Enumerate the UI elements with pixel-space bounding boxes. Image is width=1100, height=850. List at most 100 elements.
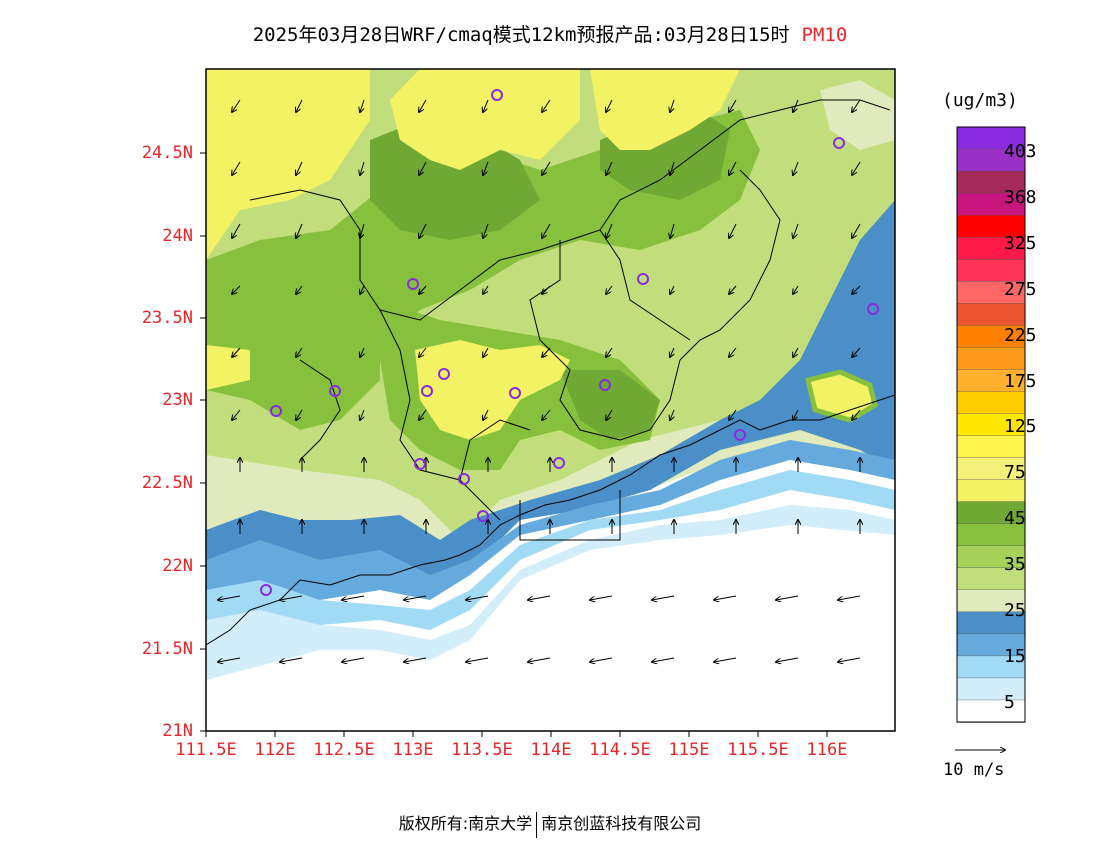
lat-label-1: 24.5N: [141, 143, 193, 163]
wind-arrow: [280, 657, 303, 662]
wind-arrow: [360, 409, 364, 420]
wind-arrow: [360, 285, 364, 294]
wind-arrow: [670, 99, 675, 112]
wind-arrow: [483, 409, 489, 420]
wind-arrow: [483, 285, 489, 294]
lat-label-2: 24N: [162, 226, 193, 246]
station-marker: [599, 379, 611, 391]
wind-arrow: [852, 99, 861, 112]
title-variable: PM10: [801, 24, 848, 46]
colorbar-label-35: 35: [1004, 554, 1026, 575]
wind-arrow: [793, 285, 799, 294]
wind-arrow: [852, 347, 861, 357]
station-marker: [270, 405, 282, 417]
colorbar-label-45: 45: [1004, 508, 1026, 529]
wind-arrow: [232, 161, 241, 175]
wind-arrow: [232, 223, 241, 238]
wind-arrow: [342, 595, 365, 600]
wind-arrow: [729, 347, 737, 357]
wind-arrow: [542, 99, 551, 112]
wind-arrow: [466, 595, 489, 600]
wind-arrow: [590, 595, 613, 600]
station-marker: [491, 89, 503, 101]
lon-label-8: 115E: [668, 740, 710, 760]
wind-arrow: [296, 285, 303, 294]
title-text: 2025年03月28日WRF/cmaq模式12km预报产品:03月28日15时: [252, 24, 790, 46]
footer: 版权所有:南京大学 南京创蓝科技有限公司: [0, 810, 1100, 838]
wind-arrow: [360, 161, 365, 175]
wind-arrow: [652, 657, 675, 662]
wind-arrow: [670, 223, 675, 238]
wind-arrow: [542, 285, 551, 294]
colorbar-swatch: [956, 303, 1026, 327]
monitoring-stations: [260, 89, 879, 596]
station-marker: [637, 273, 649, 285]
wind-arrow: [606, 223, 613, 238]
lon-label-1: 111.5E: [175, 740, 237, 760]
station-marker: [867, 303, 879, 315]
wind-arrow: [360, 347, 364, 357]
wind-arrow: [714, 657, 737, 662]
wind-arrow: [232, 347, 241, 357]
wind-arrow: [606, 285, 613, 294]
station-marker: [421, 385, 433, 397]
colorbar-label-5: 5: [1004, 692, 1015, 713]
map-title: 2025年03月28日WRF/cmaq模式12km预报产品:03月28日15时 P…: [0, 20, 1100, 47]
wind-arrow: [296, 409, 303, 420]
station-marker: [833, 137, 845, 149]
wind-arrow: [793, 409, 799, 420]
wind-arrow: [419, 409, 427, 420]
wind-arrow: [852, 161, 861, 175]
axis-ticks: [200, 152, 828, 737]
colorbar-label-275: 275: [1004, 279, 1037, 300]
wind-arrow: [852, 285, 861, 294]
station-marker: [477, 510, 489, 522]
colorbar-label-15: 15: [1004, 646, 1026, 667]
colorbar-unit: (ug/m3): [942, 90, 1018, 111]
wind-arrow: [419, 223, 427, 238]
wind-arrow: [542, 223, 551, 238]
colorbar-label-75: 75: [1004, 462, 1026, 483]
wind-arrow: [776, 657, 799, 662]
wind-arrow: [729, 161, 737, 175]
colorbar-swatch: [956, 347, 1026, 371]
wind-arrow: [232, 409, 241, 420]
lat-label-4: 23N: [162, 390, 193, 410]
station-marker: [734, 429, 746, 441]
colorbar-frame: [956, 126, 1026, 723]
wind-arrow: [528, 595, 551, 600]
lon-label-3: 112.5E: [313, 740, 375, 760]
wind-arrow: [852, 409, 861, 420]
wind-arrow: [670, 285, 674, 294]
lon-label-10: 116E: [806, 740, 848, 760]
wind-arrow: [729, 285, 737, 294]
station-marker: [458, 473, 470, 485]
colorbar-label-225: 225: [1004, 325, 1037, 346]
wind-arrow: [404, 657, 427, 662]
wind-arrow: [670, 409, 674, 420]
wind-arrow: [360, 99, 365, 112]
colorbar-label-403: 403: [1004, 141, 1037, 162]
wind-arrow: [218, 595, 241, 600]
wind-arrow: [729, 409, 737, 420]
wind-arrow: [296, 161, 303, 175]
wind-arrow: [483, 161, 489, 175]
wind-arrow: [793, 99, 799, 112]
lon-label-2: 112E: [254, 740, 296, 760]
colorbar-swatch: [956, 391, 1026, 415]
wind-arrow: [793, 223, 799, 238]
wind-arrow: [542, 347, 551, 357]
wind-arrow: [729, 99, 737, 112]
wind-arrow: [528, 657, 551, 662]
wind-arrow: [852, 223, 861, 238]
wind-arrow: [606, 409, 613, 420]
footer-right: 南京创蓝科技有限公司: [541, 814, 702, 833]
lon-label-7: 114.5E: [589, 740, 651, 760]
wind-vectors: [218, 99, 861, 662]
wind-arrow: [776, 595, 799, 600]
wind-arrow: [542, 161, 551, 175]
wind-arrow: [606, 161, 613, 175]
lat-label-8: 21N: [162, 721, 193, 741]
wind-arrow: [652, 595, 675, 600]
